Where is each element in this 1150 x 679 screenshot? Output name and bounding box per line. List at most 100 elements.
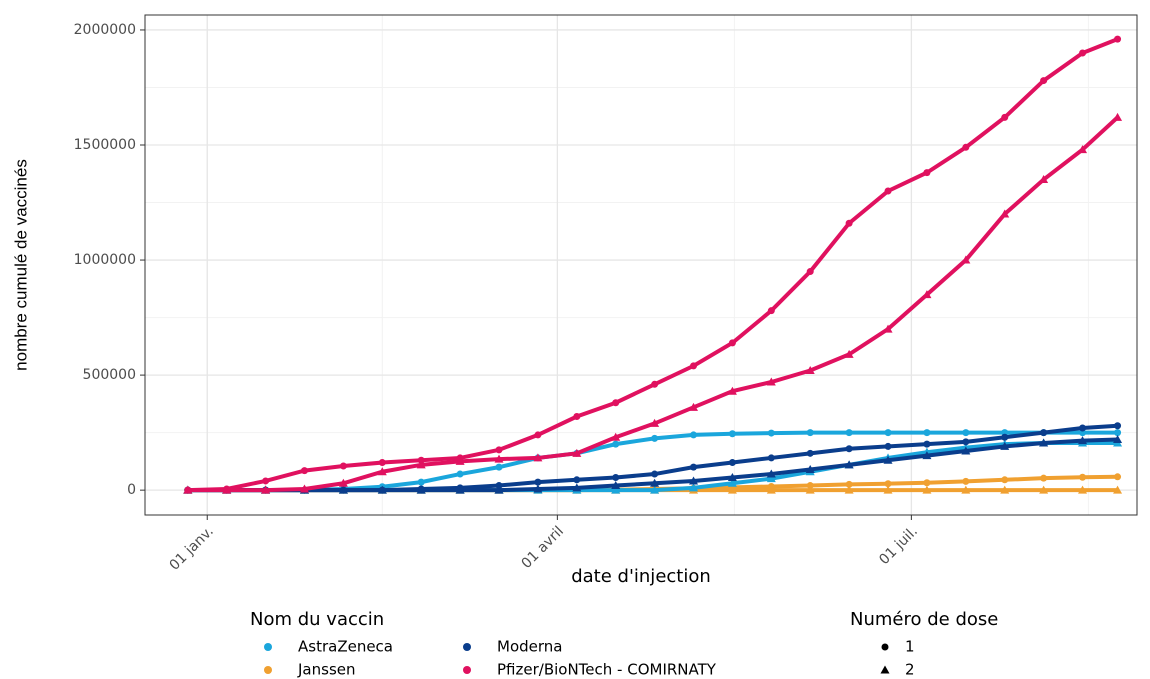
marker [456, 484, 464, 492]
marker [1001, 433, 1009, 441]
marker [339, 462, 347, 470]
marker [961, 446, 971, 455]
marker [533, 453, 543, 462]
marker [1114, 422, 1122, 430]
marker [767, 429, 775, 437]
marker [1000, 485, 1010, 494]
marker [884, 429, 892, 437]
marker [922, 451, 932, 460]
marker [767, 454, 775, 462]
legend-label: Moderna [497, 638, 562, 656]
marker [495, 446, 503, 454]
marker [805, 485, 815, 494]
marker [573, 413, 581, 421]
marker [1039, 485, 1049, 494]
marker [1040, 429, 1048, 437]
legend-swatch [880, 665, 890, 674]
marker [884, 187, 892, 195]
marker [650, 478, 660, 487]
marker [651, 470, 659, 478]
marker [338, 478, 348, 487]
marker [962, 143, 970, 151]
marker [495, 463, 503, 471]
marker [805, 464, 815, 473]
marker [845, 445, 853, 453]
marker [883, 455, 893, 464]
marker [1078, 436, 1088, 445]
marker [651, 434, 659, 442]
marker [417, 478, 425, 486]
marker [844, 349, 854, 358]
marker [612, 399, 620, 407]
marker [689, 402, 699, 411]
marker [612, 473, 620, 481]
legend-label: Janssen [297, 661, 356, 679]
marker [806, 482, 814, 490]
marker [417, 456, 425, 464]
marker [962, 438, 970, 446]
marker [611, 485, 621, 494]
marker [1078, 145, 1088, 154]
marker [1039, 438, 1049, 447]
marker [766, 469, 776, 478]
marker [456, 454, 464, 462]
marker [923, 429, 931, 437]
marker [806, 449, 814, 457]
marker [766, 474, 776, 483]
marker [1113, 112, 1123, 121]
marker [611, 481, 621, 490]
marker [727, 485, 737, 494]
legend-swatch [264, 666, 272, 674]
marker [416, 460, 426, 469]
marker [612, 440, 620, 448]
x-tick-label: 01 avril [518, 523, 567, 572]
y-tick-label: 0 [127, 482, 136, 498]
legend-label: AstraZeneca [298, 638, 393, 656]
legend-label: Pfizer/BioNTech - COMIRNATY [497, 661, 717, 679]
marker [962, 429, 970, 437]
marker [805, 365, 815, 374]
marker [1000, 209, 1010, 218]
marker [962, 477, 970, 485]
marker [767, 307, 775, 315]
marker [572, 448, 582, 457]
marker [883, 324, 893, 333]
marker [651, 380, 659, 388]
marker [494, 485, 504, 494]
marker [1000, 441, 1010, 450]
y-tick-label: 2000000 [74, 22, 136, 38]
marker [299, 484, 309, 493]
legend-title: Numéro de dose [850, 609, 998, 630]
marker [766, 485, 776, 494]
marker [417, 485, 425, 493]
marker [456, 470, 464, 478]
marker [884, 480, 892, 488]
marker [727, 386, 737, 395]
marker [1001, 476, 1009, 484]
marker [1040, 474, 1048, 482]
marker [495, 482, 503, 490]
marker [923, 479, 931, 487]
marker [1040, 77, 1048, 85]
marker [377, 467, 387, 476]
marker [690, 463, 698, 471]
marker [534, 431, 542, 439]
legend-swatch [264, 643, 272, 651]
marker [961, 255, 971, 264]
marker [1114, 35, 1122, 43]
x-axis-label: date d'injection [571, 566, 711, 587]
marker [339, 486, 347, 494]
marker [378, 459, 386, 467]
marker [300, 467, 308, 475]
legend-swatch [463, 666, 471, 674]
marker [806, 268, 814, 276]
marker [845, 429, 853, 437]
marker [1114, 429, 1122, 437]
marker [690, 362, 698, 370]
marker [1039, 175, 1049, 184]
marker [573, 476, 581, 484]
marker [378, 486, 386, 494]
legend-swatch [463, 643, 471, 651]
marker [534, 478, 542, 486]
marker [1079, 424, 1087, 432]
